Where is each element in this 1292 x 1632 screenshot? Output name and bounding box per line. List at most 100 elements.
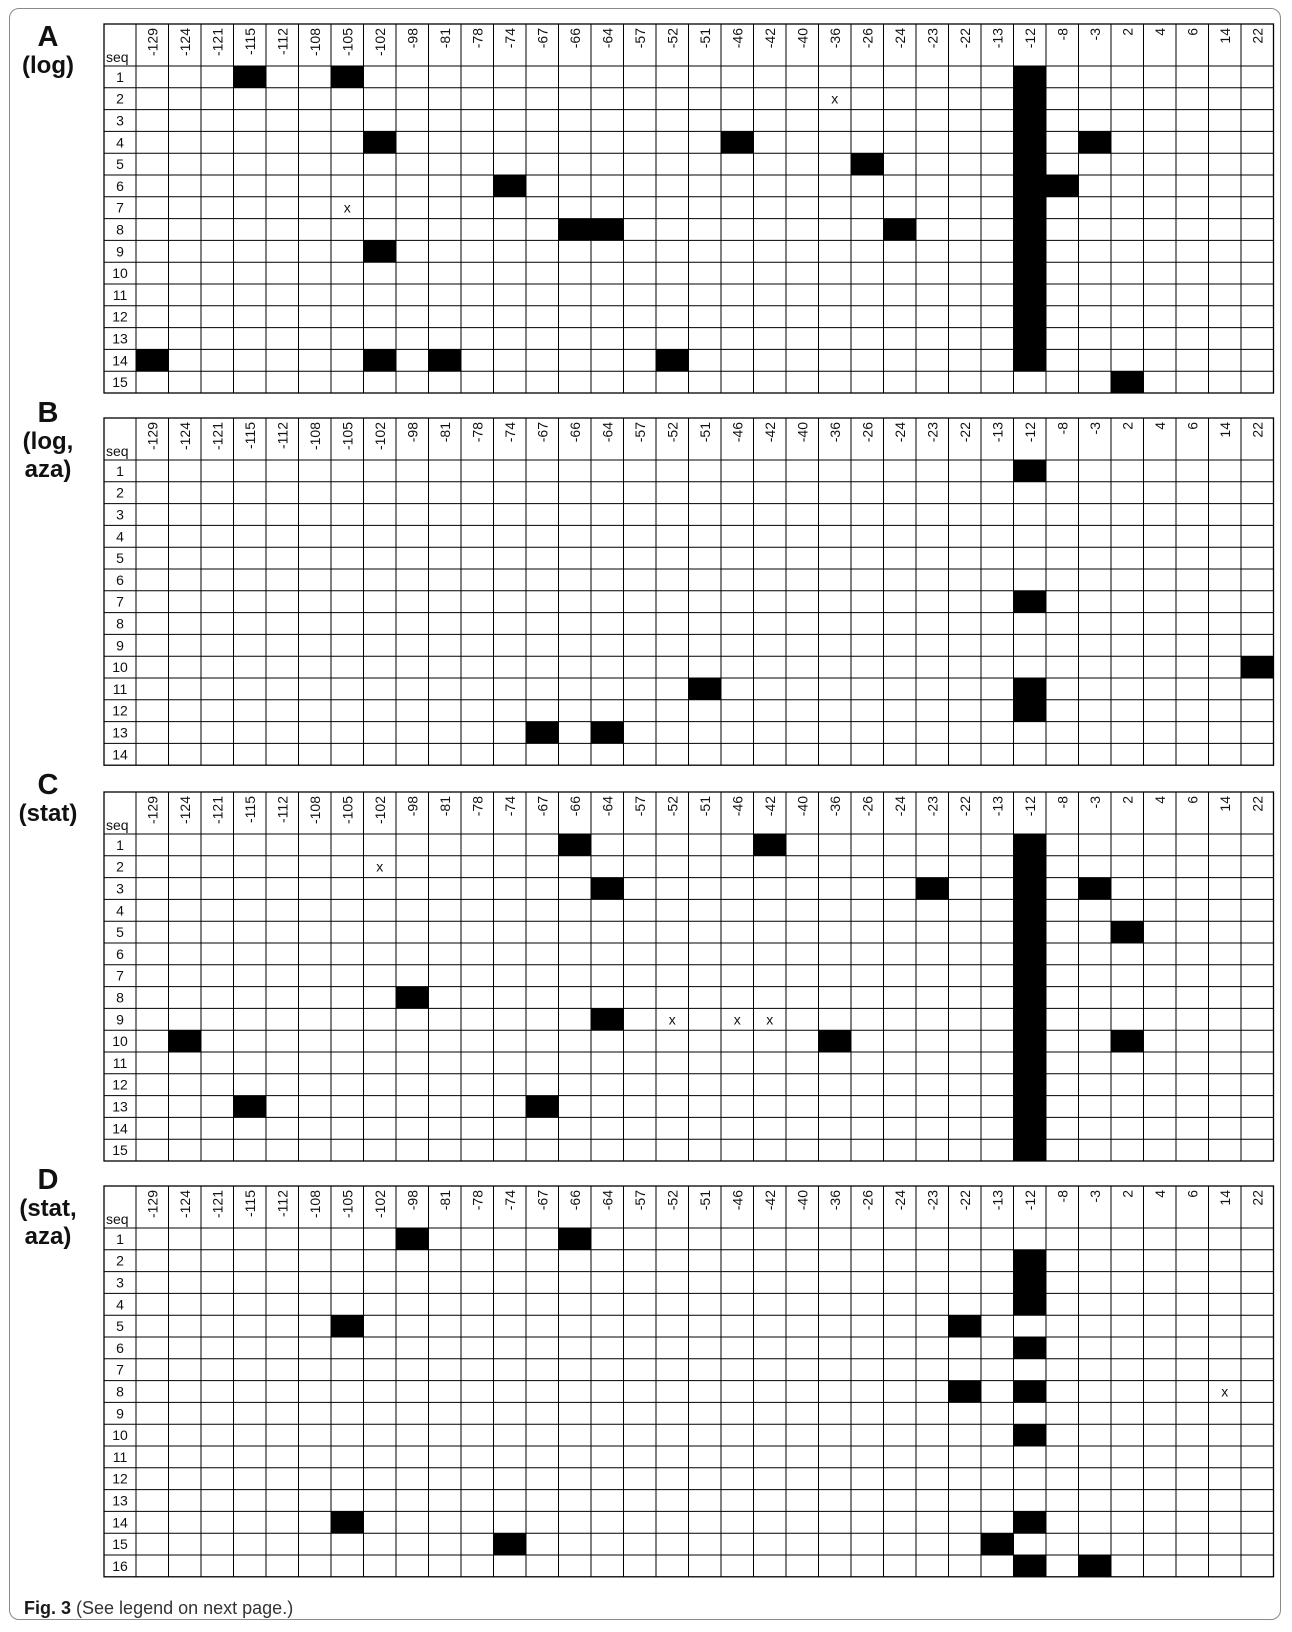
column-header: 4 — [1152, 422, 1168, 430]
column-header: -105 — [339, 1190, 355, 1218]
methylated-cell — [981, 1533, 1014, 1555]
methylated-cell — [1013, 1511, 1046, 1534]
panel-condition: (stat, — [19, 1195, 77, 1222]
column-header: 22 — [1249, 28, 1265, 44]
methylated-cell — [331, 1315, 364, 1337]
row-label: 8 — [116, 222, 124, 238]
row-label: 1 — [116, 69, 124, 85]
column-header: -24 — [892, 28, 908, 48]
column-header: -74 — [502, 796, 518, 816]
column-header: -24 — [892, 796, 908, 816]
column-header: -129 — [144, 422, 160, 450]
row-label: 2 — [116, 1253, 124, 1269]
methylated-cell — [1013, 1095, 1046, 1118]
column-header: -3 — [1087, 796, 1103, 809]
column-header: -74 — [502, 28, 518, 48]
methylated-cell — [396, 986, 429, 1009]
methylated-cell — [948, 1315, 981, 1337]
methylated-cell — [1013, 1293, 1046, 1316]
methylated-cell — [233, 66, 266, 88]
panel-condition: (log, — [22, 428, 74, 455]
methylated-cell — [883, 218, 916, 241]
row-label: 12 — [112, 703, 128, 719]
column-header: -121 — [209, 28, 225, 56]
row-label: 11 — [113, 681, 128, 697]
panel-label-b: B (log, aza) — [3, 398, 93, 484]
column-header: -102 — [372, 28, 388, 56]
panel-condition: (stat) — [18, 800, 78, 827]
column-header: -81 — [437, 422, 453, 442]
methylated-cell — [136, 349, 169, 372]
methylated-cell — [948, 1380, 981, 1403]
column-header: -108 — [307, 1190, 323, 1218]
grid-lines — [103, 1185, 1275, 1578]
methylated-cell — [1013, 460, 1046, 482]
row-label: 15 — [112, 1536, 128, 1552]
methylated-cell — [558, 834, 591, 856]
methylated-cell — [1013, 678, 1046, 700]
column-header: -46 — [729, 422, 745, 442]
column-header: -12 — [1022, 796, 1038, 816]
column-header: -66 — [567, 1190, 583, 1210]
methylated-cell — [1013, 153, 1046, 175]
row-label: 2 — [116, 91, 124, 107]
methylated-cell — [721, 131, 754, 154]
column-header: 14 — [1217, 28, 1233, 44]
row-label: 8 — [116, 616, 124, 632]
column-header: -124 — [177, 422, 193, 450]
column-header: -13 — [989, 28, 1005, 48]
column-header: 2 — [1119, 422, 1135, 430]
column-header: -66 — [567, 28, 583, 48]
row-label: 12 — [112, 309, 128, 325]
figure-caption: Fig. 3 (See legend on next page.) — [24, 1598, 293, 1619]
column-header: -105 — [339, 422, 355, 450]
row-label: 9 — [116, 1011, 124, 1027]
column-header: -51 — [697, 796, 713, 816]
column-header: 22 — [1249, 1190, 1265, 1206]
row-label: 10 — [112, 1427, 128, 1443]
column-header: -26 — [859, 796, 875, 816]
column-header: -81 — [437, 28, 453, 48]
column-header: 2 — [1119, 1190, 1135, 1198]
unknown-mark: x — [734, 1011, 741, 1027]
methylated-cell — [1013, 262, 1046, 284]
row-label: 4 — [116, 134, 124, 150]
column-header: -64 — [599, 28, 615, 48]
row-label: 14 — [112, 1514, 128, 1530]
column-header: 2 — [1119, 796, 1135, 804]
column-header: -98 — [404, 422, 420, 442]
row-label: 7 — [116, 594, 124, 610]
methylated-cell — [331, 66, 364, 88]
column-header: -124 — [177, 796, 193, 824]
column-header: -78 — [469, 796, 485, 816]
row-label: 2 — [116, 485, 124, 501]
methylated-cell — [591, 877, 624, 900]
column-header: -57 — [632, 796, 648, 816]
column-header: -66 — [567, 796, 583, 816]
column-header: -36 — [827, 1190, 843, 1210]
column-header: -52 — [664, 422, 680, 442]
methylated-cell — [526, 1095, 559, 1118]
methylated-cell — [1013, 109, 1046, 132]
methylated-cell — [331, 1511, 364, 1534]
column-header: -57 — [632, 1190, 648, 1210]
row-label: 1 — [116, 1231, 124, 1247]
row-label: 15 — [112, 374, 128, 390]
column-header: -40 — [794, 796, 810, 816]
column-header: -78 — [469, 28, 485, 48]
methylated-cell — [1013, 877, 1046, 900]
methylated-cell — [688, 678, 721, 700]
column-header: -98 — [404, 1190, 420, 1210]
methylated-cell — [1013, 1139, 1046, 1161]
panel-letter: C — [37, 769, 59, 801]
methylated-cell — [753, 834, 786, 856]
methylated-cell — [1241, 656, 1274, 678]
row-label: 15 — [112, 1142, 128, 1158]
methylated-cell — [1013, 175, 1046, 197]
row-label: 3 — [116, 113, 124, 129]
grid-lines — [103, 23, 1275, 394]
column-header: -129 — [144, 1190, 160, 1218]
methylated-cell — [1013, 1052, 1046, 1074]
column-header: -12 — [1022, 422, 1038, 442]
